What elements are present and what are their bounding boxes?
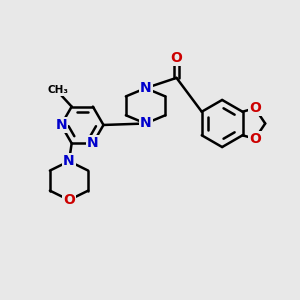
Text: CH₃: CH₃ bbox=[48, 85, 69, 95]
Text: N: N bbox=[140, 81, 152, 95]
Text: N: N bbox=[55, 118, 67, 132]
Text: O: O bbox=[63, 193, 75, 207]
Text: N: N bbox=[140, 116, 152, 130]
Text: O: O bbox=[249, 101, 261, 115]
Text: N: N bbox=[63, 154, 75, 168]
Text: O: O bbox=[249, 132, 261, 146]
Text: O: O bbox=[171, 51, 182, 65]
Text: N: N bbox=[87, 136, 99, 150]
